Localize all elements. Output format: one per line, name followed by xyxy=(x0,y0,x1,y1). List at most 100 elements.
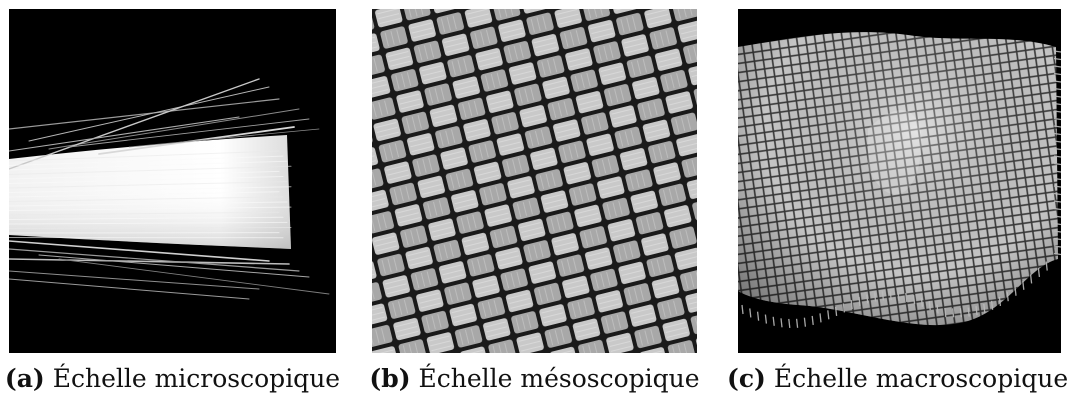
fringe-thread xyxy=(1053,252,1061,256)
macroscopic-scale-image xyxy=(738,9,1061,353)
fringe-thread xyxy=(1053,237,1061,241)
fiber-strand xyxy=(28,86,270,142)
fiber-strand xyxy=(9,278,250,300)
fiber-strand xyxy=(48,108,300,150)
fringe-thread xyxy=(1053,162,1061,166)
fringe-thread xyxy=(780,318,783,328)
fiber-strand xyxy=(9,181,288,189)
fringe-thread xyxy=(928,301,931,311)
fringe-thread xyxy=(842,303,846,313)
fringe-thread xyxy=(983,303,986,313)
fringe-thread xyxy=(951,308,955,318)
fiber-strand xyxy=(9,98,280,130)
fringe-thread xyxy=(1045,261,1048,271)
fiber-strand xyxy=(9,227,292,229)
fringe-thread xyxy=(803,317,807,327)
fringe-thread xyxy=(1053,192,1061,196)
caption-tag: (c) xyxy=(727,364,766,393)
fringe-thread xyxy=(1053,207,1061,211)
woven-fabric-closeup-graphic xyxy=(372,9,697,353)
fiber-strand xyxy=(9,186,292,193)
fringe-thread xyxy=(1037,267,1041,278)
fringe-thread xyxy=(1053,125,1061,128)
fringe-thread xyxy=(1053,230,1061,233)
fiber-strand xyxy=(9,270,260,290)
fringe-thread xyxy=(959,308,963,318)
mesoscopic-scale-image xyxy=(372,9,697,353)
fringe-thread xyxy=(990,300,994,310)
fiber-strand xyxy=(9,170,280,180)
fringe-thread xyxy=(1006,292,1009,302)
fiber-strand xyxy=(9,240,270,262)
fringe-thread xyxy=(889,290,892,301)
fringe-thread xyxy=(1053,50,1061,53)
fringe-thread xyxy=(1053,80,1061,83)
fringe-thread xyxy=(811,315,814,325)
fringe-thread xyxy=(1053,95,1061,98)
fringe-thread xyxy=(1053,110,1061,113)
fringe-thread xyxy=(1053,155,1061,158)
fiber-strand xyxy=(9,206,292,211)
fringe-thread xyxy=(1053,117,1061,121)
fiber-strand xyxy=(9,216,284,220)
caption-microscopic: (a) Échelle microscopique xyxy=(0,362,345,396)
fiber-strand xyxy=(9,211,280,216)
fringe-thread xyxy=(850,300,853,310)
fiber-strand xyxy=(9,176,284,184)
fringe-thread xyxy=(920,297,924,307)
fiber-strand xyxy=(38,254,310,278)
woven-fabric-sheet-graphic xyxy=(738,9,1061,353)
fringe-thread xyxy=(819,313,822,323)
fringe-thread xyxy=(1053,140,1061,143)
fiber-strand xyxy=(9,150,280,162)
fringe-thread xyxy=(1053,65,1061,68)
fiber-strand xyxy=(9,116,240,152)
fringe-thread xyxy=(1053,222,1061,226)
fringe-thread xyxy=(827,310,830,320)
fiber-strand xyxy=(128,128,320,148)
fringe-thread xyxy=(1029,274,1033,284)
fringe-thread xyxy=(998,296,1002,306)
fiber-strand xyxy=(9,155,284,166)
fiber-strands-graphic xyxy=(9,9,336,353)
fringe-thread xyxy=(756,311,760,321)
fringe-thread xyxy=(795,318,799,328)
fringe-thread xyxy=(1053,170,1061,173)
fiber-strand xyxy=(9,196,284,202)
fringe-thread xyxy=(1053,132,1061,136)
fringe-thread xyxy=(741,304,744,315)
fringe-thread xyxy=(1053,87,1061,91)
fiber-strand xyxy=(58,258,330,295)
fiber-strand xyxy=(9,221,288,225)
fiber-strand xyxy=(9,160,288,171)
caption-tag: (b) xyxy=(369,364,411,393)
fringe-thread xyxy=(967,307,970,317)
fringe-thread xyxy=(1053,185,1061,188)
fiber-strand xyxy=(9,78,260,170)
fiber-strand xyxy=(9,191,280,198)
caption-macroscopic: (c) Échelle macroscopique xyxy=(727,362,1067,396)
fringe-thread xyxy=(975,306,978,316)
fringe-thread xyxy=(905,292,908,303)
caption-tag: (a) xyxy=(4,364,45,393)
fringe-thread xyxy=(764,314,768,324)
microscopic-scale-image xyxy=(9,9,336,353)
fiber-strand xyxy=(9,201,288,207)
fringe-thread xyxy=(1053,245,1061,248)
fringe-thread xyxy=(788,318,791,329)
fringe-thread xyxy=(912,295,916,305)
fringe-thread xyxy=(834,306,838,317)
fringe-thread xyxy=(936,304,939,314)
fringe-thread xyxy=(1053,200,1061,203)
fiber-strand xyxy=(9,258,290,265)
fiber-strand xyxy=(9,165,292,175)
fringe-thread xyxy=(881,291,885,301)
fiber-strand xyxy=(68,118,310,148)
fringe-thread xyxy=(1053,147,1061,151)
fringe-thread xyxy=(1022,280,1025,290)
caption-mesoscopic: (b) Échelle mésoscopique xyxy=(363,362,706,396)
fiber-strand xyxy=(9,248,300,272)
fringe-thread xyxy=(1053,177,1061,181)
caption-text: Échelle mésoscopique xyxy=(418,364,700,393)
fringe-thread xyxy=(873,292,877,302)
